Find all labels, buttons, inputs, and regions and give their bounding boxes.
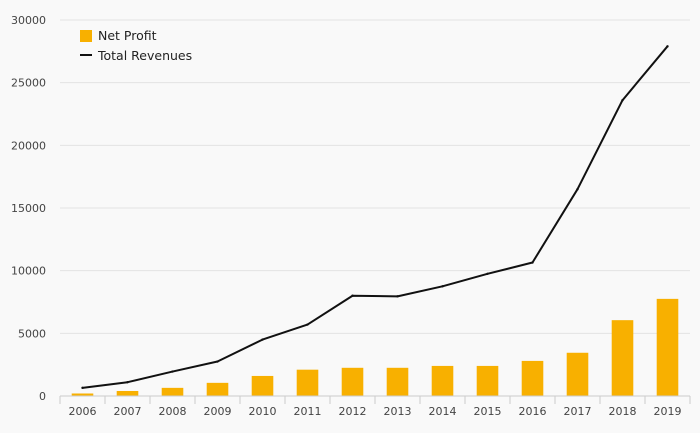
x-tick-label-2013: 2013 bbox=[384, 405, 412, 418]
bar-net-profit-2016 bbox=[521, 360, 544, 396]
line-series bbox=[81, 45, 669, 390]
point-total-revenues-2019 bbox=[666, 45, 669, 48]
x-tick-label-2018: 2018 bbox=[609, 405, 637, 418]
x-tick-label-2014: 2014 bbox=[429, 405, 457, 418]
bar-net-profit-2007 bbox=[116, 390, 139, 396]
bar-net-profit-2017 bbox=[566, 352, 589, 396]
bar-net-profit-2009 bbox=[206, 382, 229, 396]
x-tick-label-2010: 2010 bbox=[249, 405, 277, 418]
y-tick-label-15000: 15000 bbox=[11, 202, 46, 215]
x-tick-label-2011: 2011 bbox=[294, 405, 322, 418]
x-tick-label-2006: 2006 bbox=[69, 405, 97, 418]
bar-net-profit-2015 bbox=[476, 365, 499, 396]
y-tick-label-5000: 5000 bbox=[18, 327, 46, 340]
bar-net-profit-2019 bbox=[656, 298, 679, 396]
x-tick-label-2019: 2019 bbox=[654, 405, 682, 418]
y-tick-label-10000: 10000 bbox=[11, 265, 46, 278]
legend-label-net-profit: Net Profit bbox=[98, 28, 157, 43]
x-tick-label-2008: 2008 bbox=[159, 405, 187, 418]
point-total-revenues-2017 bbox=[576, 188, 579, 191]
point-total-revenues-2010 bbox=[261, 338, 264, 341]
bar-net-profit-2006 bbox=[71, 393, 94, 396]
x-tick-label-2009: 2009 bbox=[204, 405, 232, 418]
legend-label-total-revenues: Total Revenues bbox=[97, 48, 192, 63]
bar-net-profit-2010 bbox=[251, 375, 274, 396]
y-tick-label-25000: 25000 bbox=[11, 77, 46, 90]
legend: Net Profit Total Revenues bbox=[80, 28, 192, 63]
x-tick-label-2017: 2017 bbox=[564, 405, 592, 418]
y-tick-label-20000: 20000 bbox=[11, 139, 46, 152]
point-total-revenues-2013 bbox=[396, 295, 399, 298]
gridlines bbox=[60, 19, 690, 334]
point-total-revenues-2009 bbox=[216, 360, 219, 363]
x-axis: 2006 2007 2008 2009 2010 2011 2012 2013 2014 2015… bbox=[59, 395, 691, 418]
point-total-revenues-2014 bbox=[441, 285, 444, 288]
y-tick-label-30000: 30000 bbox=[11, 14, 46, 27]
bar-net-profit-2013 bbox=[386, 367, 409, 396]
x-tick-label-2012: 2012 bbox=[339, 405, 367, 418]
x-tick-label-2015: 2015 bbox=[474, 405, 502, 418]
legend-swatch-net-profit bbox=[80, 30, 92, 42]
x-tick-label-2016: 2016 bbox=[519, 405, 547, 418]
x-tick-label-2007: 2007 bbox=[114, 405, 142, 418]
point-total-revenues-2018 bbox=[621, 99, 624, 102]
point-total-revenues-2012 bbox=[351, 294, 354, 297]
bar-net-profit-2014 bbox=[431, 365, 454, 396]
y-tick-label-0: 0 bbox=[39, 390, 46, 403]
y-axis-ticks: 0 5000 10000 15000 20000 25000 30000 bbox=[11, 14, 46, 403]
bar-net-profit-2008 bbox=[161, 387, 184, 396]
bar-net-profit-2011 bbox=[296, 369, 319, 396]
point-total-revenues-2007 bbox=[126, 381, 129, 384]
bar-net-profit-2018 bbox=[611, 320, 634, 396]
point-total-revenues-2015 bbox=[486, 272, 489, 275]
point-total-revenues-2011 bbox=[306, 323, 309, 326]
line-total-revenues bbox=[82, 45, 669, 389]
point-total-revenues-2008 bbox=[171, 370, 174, 373]
bar-net-profit-2012 bbox=[341, 367, 364, 396]
point-total-revenues-2016 bbox=[531, 261, 534, 264]
point-total-revenues-2006 bbox=[81, 386, 84, 390]
bar-series bbox=[71, 298, 679, 396]
